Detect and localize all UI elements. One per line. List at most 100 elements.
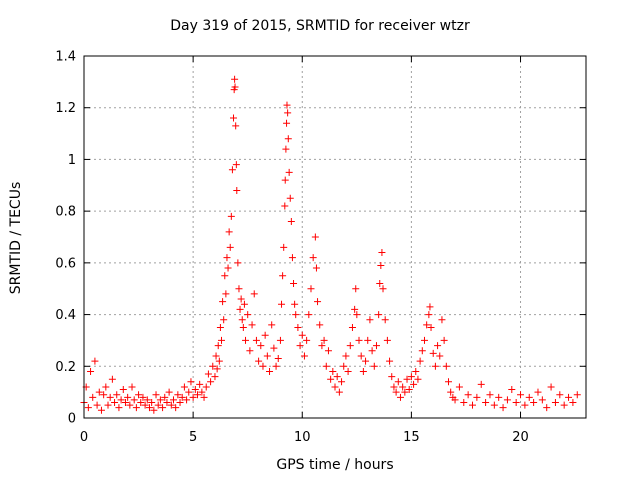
- y-tick-label: 0.6: [55, 256, 76, 271]
- data-point: [348, 324, 356, 331]
- data-point: [218, 336, 226, 344]
- data-point: [383, 336, 391, 344]
- data-point: [327, 375, 335, 383]
- data-point: [534, 388, 542, 396]
- data-point: [438, 316, 446, 324]
- data-point: [560, 401, 568, 409]
- data-point: [460, 398, 468, 406]
- data-point: [238, 316, 246, 324]
- data-point: [451, 396, 459, 404]
- data-point: [427, 324, 435, 331]
- data-point: [231, 83, 239, 91]
- data-point: [198, 388, 206, 396]
- data-point: [355, 336, 363, 344]
- data-point: [244, 311, 252, 319]
- data-point: [381, 316, 389, 324]
- data-point: [270, 344, 278, 352]
- data-point: [340, 362, 348, 370]
- data-point: [324, 347, 332, 355]
- data-point: [126, 401, 134, 409]
- data-point: [551, 398, 559, 406]
- data-point: [255, 357, 263, 365]
- data-point: [130, 396, 138, 404]
- data-point: [405, 386, 413, 394]
- data-point: [418, 347, 426, 355]
- data-point: [379, 285, 387, 293]
- data-point: [167, 401, 175, 409]
- data-point: [291, 300, 299, 308]
- data-point: [235, 285, 243, 293]
- data-point: [290, 280, 298, 288]
- data-point: [521, 401, 529, 409]
- data-point: [282, 145, 290, 153]
- y-tick-label: 0.2: [55, 360, 76, 375]
- data-point: [329, 367, 337, 375]
- data-point: [233, 186, 241, 194]
- data-point: [128, 383, 136, 391]
- data-point: [183, 396, 191, 404]
- data-point: [426, 303, 434, 311]
- data-point: [196, 380, 204, 388]
- data-point: [495, 393, 503, 401]
- data-point: [278, 300, 286, 308]
- data-point: [442, 362, 450, 370]
- y-tick-label: 0.4: [55, 308, 76, 323]
- data-point: [425, 311, 433, 319]
- data-point: [211, 373, 219, 381]
- y-tick-label: 0: [68, 412, 76, 427]
- x-tick-label: 0: [80, 430, 88, 445]
- x-tick-label: 20: [512, 430, 529, 445]
- data-point: [180, 383, 188, 391]
- data-point: [152, 391, 160, 399]
- data-point: [222, 290, 230, 298]
- data-point: [376, 280, 384, 288]
- data-point: [232, 122, 240, 130]
- data-point: [333, 373, 341, 381]
- data-point: [276, 336, 284, 344]
- data-point: [499, 404, 507, 412]
- data-point: [106, 393, 114, 401]
- data-point: [512, 398, 520, 406]
- data-point: [281, 202, 289, 210]
- data-point: [200, 393, 208, 401]
- data-point: [234, 259, 242, 267]
- data-point: [231, 75, 239, 83]
- data-point: [469, 401, 477, 409]
- x-tick-label: 5: [189, 430, 197, 445]
- data-point: [165, 388, 173, 396]
- chart-title: Day 319 of 2015, SRMTID for receiver wtz…: [170, 18, 470, 34]
- data-point: [137, 398, 145, 406]
- data-point: [338, 378, 346, 386]
- data-point: [473, 393, 481, 401]
- y-tick-label: 1.4: [55, 50, 76, 65]
- data-point: [266, 367, 274, 375]
- data-point: [346, 342, 354, 350]
- data-point: [268, 321, 276, 329]
- data-point: [543, 404, 551, 412]
- data-point: [486, 391, 494, 399]
- y-tick-label: 1.2: [55, 101, 76, 116]
- data-point: [362, 357, 370, 365]
- data-point: [89, 393, 97, 401]
- data-point: [145, 404, 153, 412]
- data-point: [252, 336, 260, 344]
- data-point: [447, 388, 455, 396]
- data-point: [119, 386, 127, 394]
- data-point: [307, 285, 315, 293]
- data-point: [237, 295, 245, 303]
- data-point: [139, 393, 147, 401]
- data-point: [412, 367, 420, 375]
- data-point: [303, 336, 311, 344]
- data-point: [342, 352, 350, 360]
- data-point: [202, 383, 210, 391]
- data-point: [212, 352, 220, 360]
- data-point: [372, 342, 380, 350]
- data-point: [156, 396, 164, 404]
- data-point: [403, 375, 411, 383]
- data-point: [280, 243, 288, 251]
- data-point: [294, 324, 302, 331]
- data-point: [216, 324, 224, 331]
- data-point: [357, 352, 365, 360]
- data-point: [288, 254, 296, 262]
